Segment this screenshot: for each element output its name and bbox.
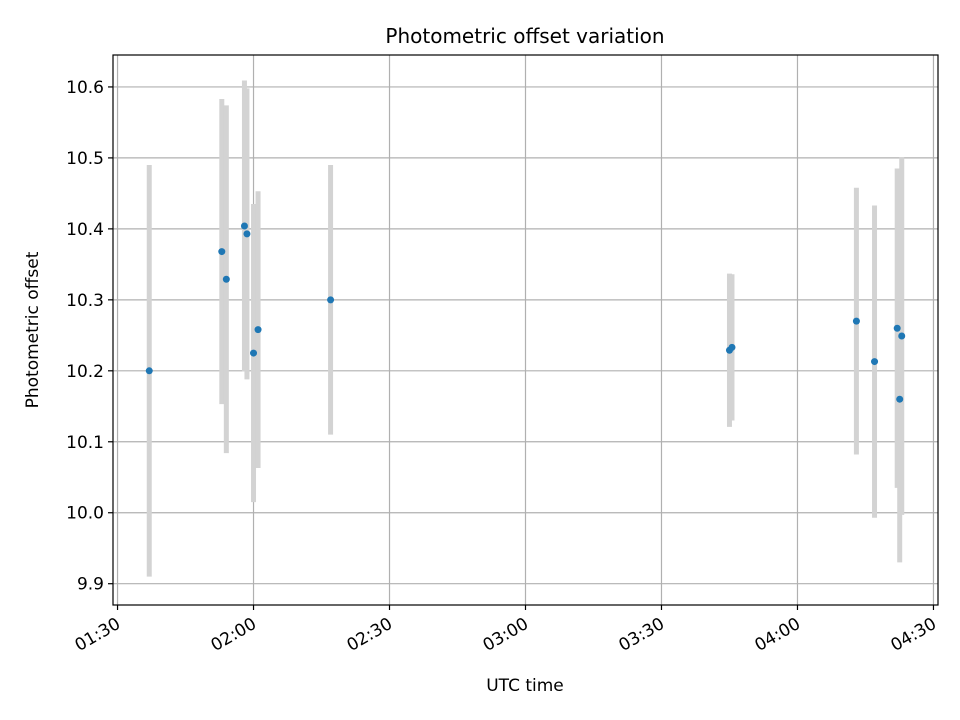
data-points (145, 222, 906, 403)
y-tick-label: 10.4 (66, 220, 104, 240)
y-tick-label: 10.2 (66, 362, 104, 382)
data-point (218, 248, 226, 256)
data-point (250, 349, 258, 357)
x-axis-label: UTC time (486, 676, 564, 696)
y-tick-label: 9.9 (77, 575, 104, 595)
data-point (222, 275, 230, 283)
y-tick-label: 10.5 (66, 149, 104, 169)
data-point (852, 317, 860, 325)
y-tick-label: 10.6 (66, 78, 104, 98)
chart-title: Photometric offset variation (385, 24, 664, 48)
data-point (254, 326, 262, 334)
y-axis-ticks: 9.9 10.0 10.1 10.2 10.3 10.4 10.5 10.6 (66, 78, 113, 595)
y-tick-label: 10.3 (66, 291, 104, 311)
data-point (871, 358, 879, 366)
data-point (728, 343, 736, 351)
y-axis-label: Photometric offset (23, 251, 43, 408)
data-point (327, 296, 335, 304)
data-point (896, 395, 904, 403)
data-point (898, 332, 906, 340)
data-point (240, 222, 248, 230)
y-tick-label: 10.0 (66, 504, 104, 524)
grid (113, 55, 938, 605)
y-tick-label: 10.1 (66, 433, 104, 453)
data-point (243, 230, 251, 238)
data-point (145, 367, 153, 375)
data-point (893, 324, 901, 332)
